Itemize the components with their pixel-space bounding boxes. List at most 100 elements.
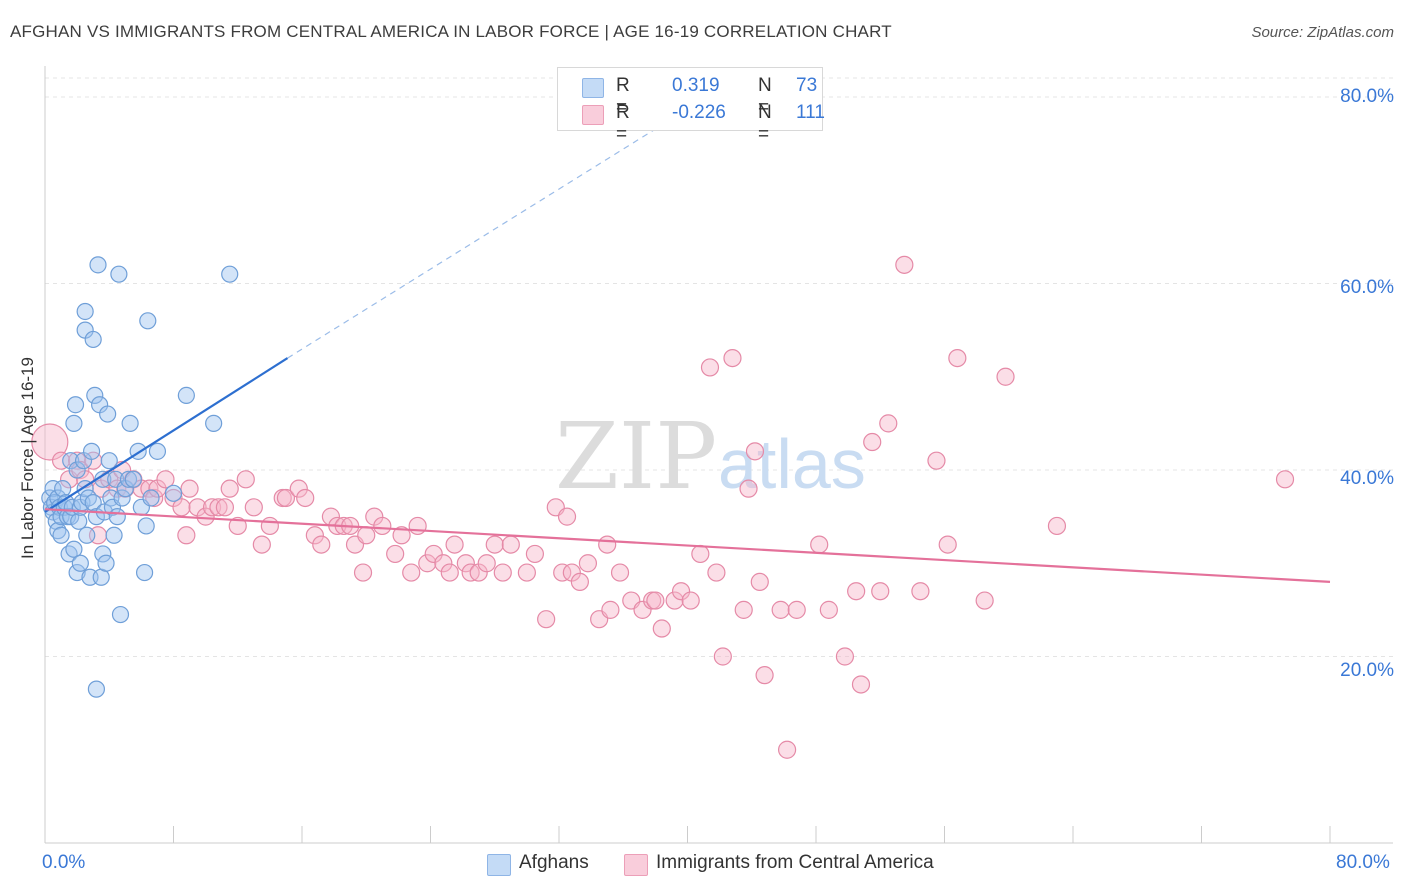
data-point-central-america xyxy=(434,554,453,573)
data-point-central-america xyxy=(723,349,742,368)
axes xyxy=(44,66,1393,844)
data-point-afghans xyxy=(94,545,112,563)
data-point-afghans xyxy=(137,517,155,535)
trend-line-afghans xyxy=(44,357,289,513)
data-point-central-america xyxy=(424,544,443,564)
data-point-afghans xyxy=(84,494,102,512)
data-point-afghans xyxy=(205,414,223,432)
data-point-central-america xyxy=(598,535,617,554)
data-point-central-america xyxy=(739,479,758,498)
series-central-america xyxy=(31,255,1295,759)
data-point-afghans xyxy=(221,265,239,283)
data-point-afghans xyxy=(65,540,83,558)
data-point-afghans xyxy=(121,414,139,432)
data-point-central-america xyxy=(755,666,774,685)
data-point-afghans xyxy=(124,470,142,488)
data-point-central-america xyxy=(418,554,437,573)
data-point-central-america xyxy=(386,544,405,564)
data-point-central-america xyxy=(456,554,475,573)
y-tick-60: 60.0% xyxy=(1340,277,1394,298)
data-point-afghans xyxy=(70,512,88,530)
data-point-central-america xyxy=(493,563,512,582)
data-point-central-america xyxy=(819,600,838,619)
legend-n-label: N = xyxy=(758,102,772,145)
data-point-central-america xyxy=(652,619,671,638)
chart-title: AFGHAN VS IMMIGRANTS FROM CENTRAL AMERIC… xyxy=(10,22,892,41)
data-point-central-america xyxy=(750,572,769,592)
legend-n-label: N = xyxy=(758,75,772,118)
legend-r-label: R = xyxy=(616,75,630,118)
data-point-central-america xyxy=(671,582,691,601)
data-point-central-america xyxy=(477,554,496,573)
data-point-afghans xyxy=(99,405,117,423)
data-point-afghans xyxy=(44,480,62,498)
x-tick-0: 0.0% xyxy=(42,852,86,873)
legend-label: Afghans xyxy=(519,852,589,873)
legend-swatch-central-america xyxy=(582,105,604,125)
series-afghans xyxy=(41,256,239,698)
data-point-afghans xyxy=(148,442,167,460)
data-point-central-america xyxy=(215,498,234,517)
watermark-atlas: atlas xyxy=(718,425,866,503)
data-point-central-america xyxy=(700,358,720,377)
data-point-central-america xyxy=(501,535,520,554)
data-point-central-america xyxy=(228,516,247,536)
data-point-central-america xyxy=(938,535,957,554)
legend-r-value: -0.226 xyxy=(672,102,726,123)
data-point-afghans xyxy=(142,489,160,507)
data-point-central-america xyxy=(1275,470,1295,489)
data-point-afghans xyxy=(66,396,85,414)
data-point-central-america xyxy=(777,740,797,759)
data-point-afghans xyxy=(84,330,102,349)
data-point-afghans xyxy=(82,442,101,460)
correlation-legend: R = 0.319 N = 73 R = -0.226 N = 111 xyxy=(557,67,825,145)
data-point-central-america xyxy=(260,516,279,536)
data-point-central-america xyxy=(392,526,411,545)
data-point-central-america xyxy=(851,675,871,694)
data-point-central-america xyxy=(713,647,732,666)
data-point-central-america xyxy=(180,479,199,498)
watermark-zip: ZIP xyxy=(555,403,717,510)
data-point-central-america xyxy=(691,544,710,564)
legend-n-value: 111 xyxy=(796,102,825,123)
data-point-central-america xyxy=(578,554,598,573)
data-point-afghans xyxy=(100,452,118,470)
data-point-afghans xyxy=(65,414,83,432)
data-point-central-america xyxy=(707,563,726,582)
y-tick-40: 40.0% xyxy=(1340,468,1394,489)
data-point-central-america xyxy=(1047,516,1067,536)
data-point-central-america xyxy=(570,572,589,592)
data-point-central-america xyxy=(895,255,914,274)
y-tick-80: 80.0% xyxy=(1340,86,1394,107)
data-point-central-america xyxy=(610,563,630,582)
data-point-central-america xyxy=(847,582,866,601)
data-point-central-america xyxy=(601,600,620,619)
data-point-central-america xyxy=(209,498,228,517)
data-point-afghans xyxy=(68,461,86,479)
data-point-central-america xyxy=(485,535,504,554)
watermark: ZIP atlas xyxy=(555,403,866,510)
data-point-afghans xyxy=(60,545,78,563)
y-tick-20: 20.0% xyxy=(1340,660,1394,681)
data-point-central-america xyxy=(863,432,882,452)
data-point-central-america xyxy=(305,526,324,545)
data-point-central-america xyxy=(236,470,255,489)
data-point-central-america xyxy=(440,563,459,582)
data-point-central-america xyxy=(357,526,376,545)
data-point-central-america xyxy=(408,516,427,536)
data-point-afghans xyxy=(54,480,72,498)
data-point-central-america xyxy=(289,479,308,498)
data-point-afghans xyxy=(78,526,96,544)
data-point-afghans xyxy=(135,563,154,582)
data-point-afghans xyxy=(52,526,70,544)
data-point-central-america xyxy=(156,470,175,489)
data-point-central-america xyxy=(871,582,890,601)
data-point-afghans xyxy=(119,470,138,488)
legend-swatch-afghans xyxy=(582,78,604,98)
data-point-central-america xyxy=(879,414,898,433)
data-point-afghans xyxy=(164,484,183,502)
legend-r-value: 0.319 xyxy=(672,75,720,96)
data-point-afghans xyxy=(86,386,104,404)
data-point-central-america xyxy=(445,535,464,554)
